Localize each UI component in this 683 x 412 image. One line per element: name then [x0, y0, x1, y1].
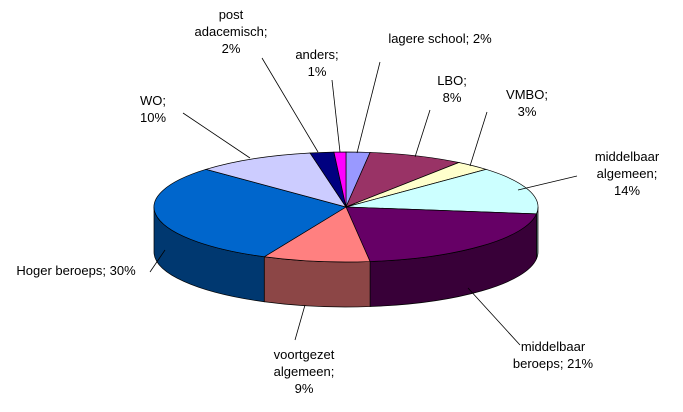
leader-line — [414, 109, 431, 158]
data-label: post adacemisch; 2% — [186, 6, 276, 57]
data-label: middelbaar algemeen; 14% — [587, 148, 667, 199]
category-label: anders; — [295, 47, 339, 62]
data-label: Hoger beroeps; 30% — [6, 262, 146, 279]
leader-line — [149, 249, 166, 273]
category-label: WO; — [140, 93, 166, 108]
data-label: anders; 1% — [287, 46, 347, 80]
slice — [204, 152, 347, 208]
leader-line — [517, 175, 578, 191]
slice — [263, 206, 371, 263]
value-label: 2% — [472, 31, 492, 46]
category-label: middelbaar algemeen; — [594, 149, 660, 181]
slice — [345, 152, 461, 208]
leader-line — [467, 287, 521, 346]
leader-line — [294, 304, 306, 341]
category-label: voortgezet algemeen; — [273, 347, 335, 379]
leader-line — [356, 61, 381, 154]
data-label: voortgezet algemeen; 9% — [264, 346, 344, 397]
data-label: WO; 10% — [128, 92, 178, 126]
value-label: 3% — [517, 104, 537, 119]
leader-line — [182, 112, 251, 159]
value-label: 1% — [307, 64, 327, 79]
data-label: VMBO; 3% — [497, 86, 557, 120]
category-label: Hoger beroeps; — [16, 263, 106, 278]
value-label: 2% — [221, 41, 241, 56]
value-label: 10% — [139, 110, 167, 125]
value-label: 8% — [442, 90, 462, 105]
leader-line — [469, 111, 488, 167]
slice — [345, 206, 538, 262]
category-label: post adacemisch; — [194, 7, 268, 39]
slice — [333, 151, 347, 208]
category-label: LBO; — [437, 73, 467, 88]
value-label: 14% — [613, 183, 641, 198]
value-label: 9% — [294, 381, 314, 396]
data-label: middelbaar beroeps; 21% — [498, 338, 608, 372]
leader-line — [261, 57, 319, 153]
data-label: lagere school; 2% — [380, 30, 500, 47]
leader-line — [331, 79, 341, 153]
value-label: 21% — [567, 356, 594, 371]
category-label: VMBO; — [506, 87, 548, 102]
slice — [153, 168, 347, 258]
slice — [345, 168, 539, 215]
data-label: LBO; 8% — [427, 72, 477, 106]
category-label: lagere school; — [388, 31, 470, 46]
value-label: 30% — [109, 263, 136, 278]
slice-side — [263, 256, 371, 308]
category-label: middelbaar beroeps; — [512, 339, 586, 371]
